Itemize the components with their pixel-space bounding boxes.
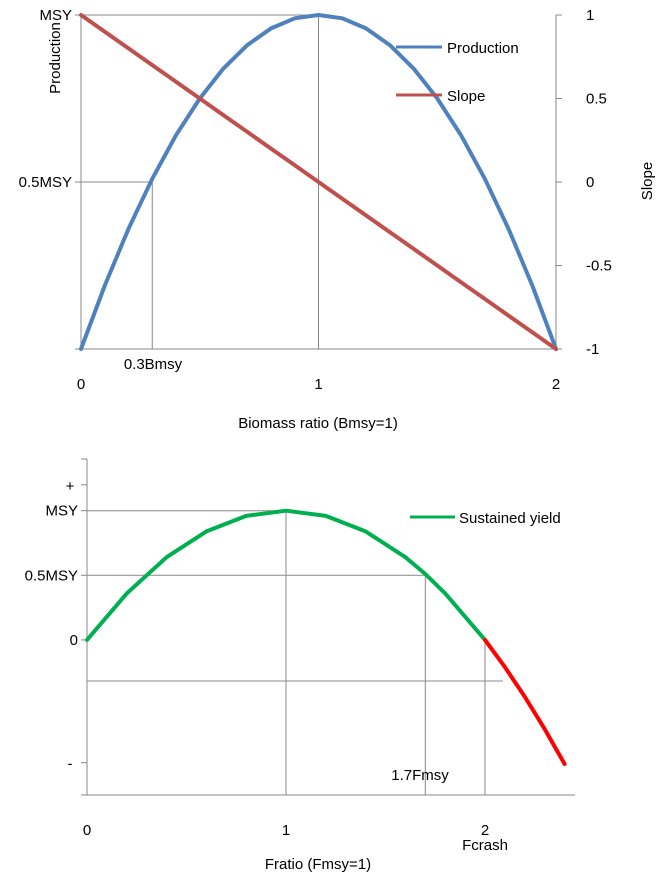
y-tick-label-0-5msy: 0.5MSY bbox=[25, 567, 78, 584]
y-tick-label-msy: MSY bbox=[39, 7, 72, 24]
annotation-1-7fmsy: 1.7Fmsy bbox=[391, 767, 449, 784]
y-axis-label: Production bbox=[47, 22, 64, 94]
series-lines bbox=[79, 13, 558, 351]
x-tick-label-1: 1 bbox=[282, 822, 290, 839]
series-line-production bbox=[79, 13, 558, 351]
y2-axis-label: Slope bbox=[639, 162, 656, 200]
y2-tick-label-0-5: -0.5 bbox=[586, 258, 612, 275]
y-tick-label-0: 0 bbox=[70, 632, 78, 649]
x-axis-label: Biomass ratio (Bmsy=1) bbox=[238, 415, 398, 432]
x-tick-label-1: 1 bbox=[314, 376, 322, 393]
y-tick-label-0-5msy: 0.5MSY bbox=[19, 174, 72, 191]
legend-label-sustained-yield: Sustained yield bbox=[459, 510, 561, 527]
legend-label-production: Production bbox=[447, 40, 519, 57]
annotation-0-3bmsy: 0.3Bmsy bbox=[124, 356, 183, 373]
x-tick-label-0: 0 bbox=[77, 376, 85, 393]
y-tick-label-minus: - bbox=[68, 756, 73, 773]
legend-label-slope: Slope bbox=[447, 88, 485, 105]
chart-sustained-yield: 0 1 2 + MSY 0.5MSY 0 - Fratio (Fmsy=1) Sustaine… bbox=[25, 458, 575, 873]
reference-lines bbox=[81, 14, 319, 349]
x-axis-label: Fratio (Fmsy=1) bbox=[265, 856, 371, 873]
y-tick-label-plus: + bbox=[66, 478, 75, 495]
axis-ticks: 0 1 2 + MSY 0.5MSY 0 - bbox=[25, 458, 489, 839]
annotation-fcrash: Fcrash bbox=[462, 837, 508, 854]
y2-tick-label-1: 1 bbox=[586, 7, 594, 24]
reference-lines bbox=[87, 510, 486, 795]
y-tick-label-msy: MSY bbox=[45, 503, 78, 520]
series-line-segment-1 bbox=[483, 637, 567, 766]
series-lines bbox=[85, 508, 567, 766]
legend: Production Slope bbox=[396, 40, 519, 105]
legend: Sustained yield bbox=[410, 510, 561, 527]
x-tick-label-2: 2 bbox=[552, 376, 560, 393]
x-tick-label-2: 2 bbox=[481, 822, 489, 839]
series-line-sustained-yield bbox=[85, 508, 487, 642]
chart-production-slope: 0 1 2 MSY 0.5MSY 1 0.5 0 -0.5 -1 Production Slope… bbox=[19, 7, 656, 432]
series-line-slope bbox=[79, 13, 558, 351]
axis-ticks: 0 1 2 MSY 0.5MSY 1 0.5 0 -0.5 -1 bbox=[19, 7, 612, 393]
x-tick-label-0: 0 bbox=[83, 822, 91, 839]
y2-tick-label-1: -1 bbox=[586, 341, 599, 358]
y2-tick-label-0: 0 bbox=[586, 174, 594, 191]
y2-tick-label-0-5: 0.5 bbox=[586, 91, 607, 108]
